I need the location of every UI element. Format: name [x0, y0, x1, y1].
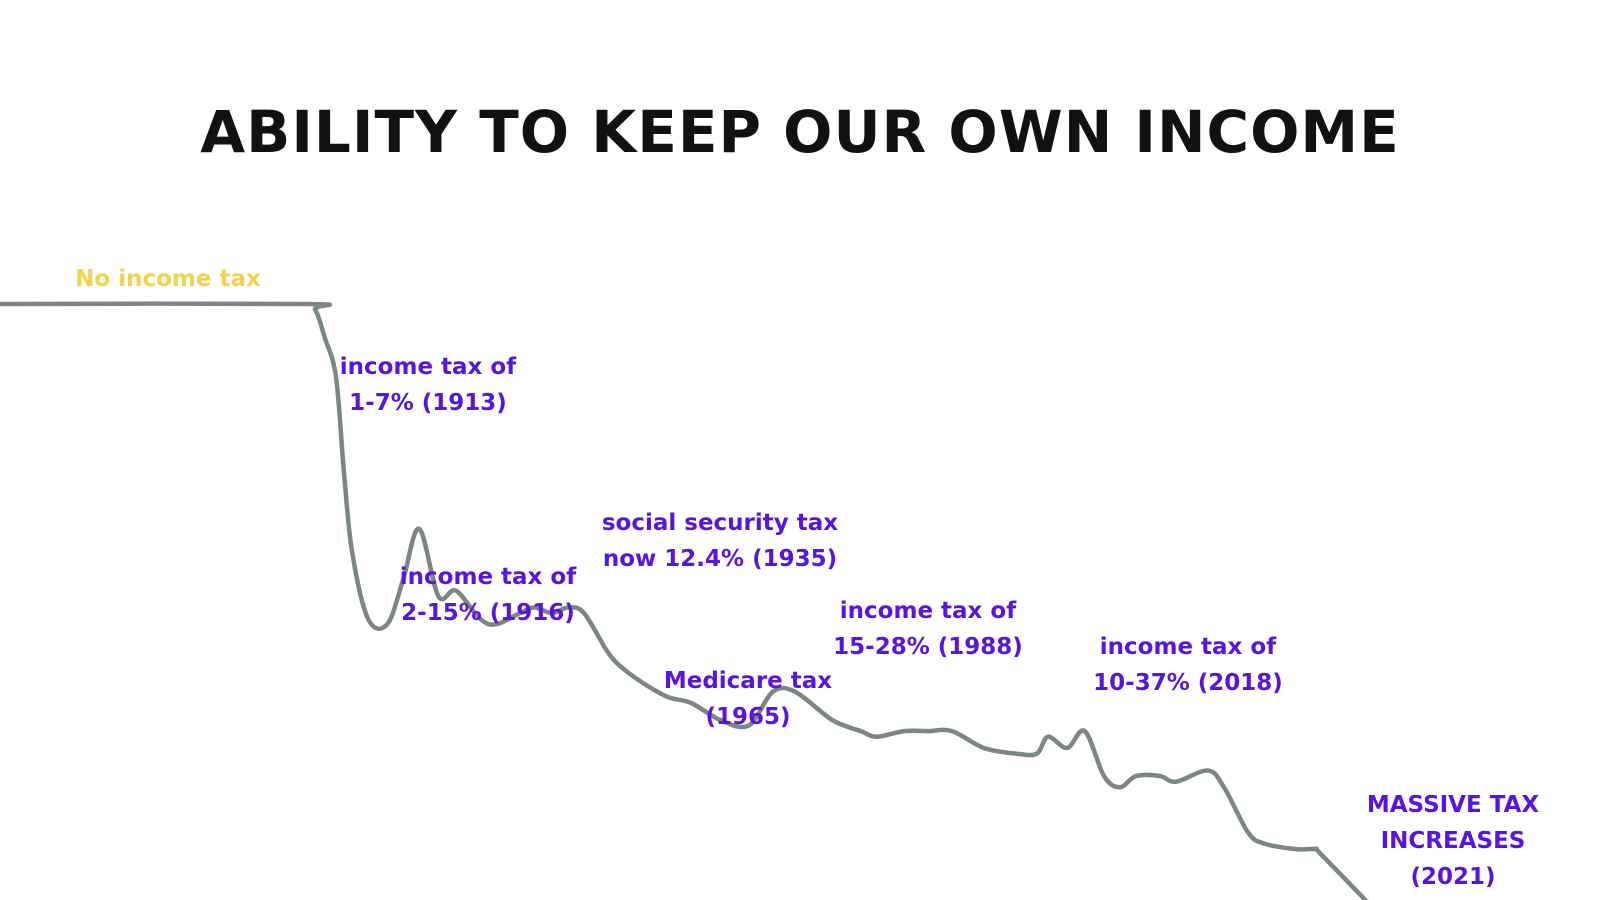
data-point-2	[313, 308, 317, 312]
annotation-1-line-1: 1-7% (1913)	[349, 390, 507, 416]
annotation-3: social security tax now 12.4% (1935)	[602, 510, 838, 572]
annotation-5-line-1: 15-28% (1988)	[833, 634, 1023, 660]
data-point-8	[385, 622, 389, 626]
annotation-7-line-2: (2021)	[1410, 864, 1495, 890]
annotation-2-line-0: income tax of	[400, 564, 577, 590]
data-point-3	[323, 336, 327, 340]
data-point-50	[1294, 847, 1298, 851]
data-point-29	[830, 718, 834, 722]
data-point-6	[350, 549, 354, 553]
annotation-6-line-0: income tax of	[1100, 634, 1277, 660]
data-point-5	[342, 471, 346, 475]
data-point-21	[622, 667, 626, 671]
annotation-3-line-0: social security tax	[602, 510, 838, 536]
data-point-43	[1134, 774, 1138, 778]
series-line-group	[0, 301, 1369, 900]
data-point-42	[1118, 785, 1122, 789]
annotation-3-line-1: now 12.4% (1935)	[603, 546, 837, 572]
data-point-38	[1046, 735, 1050, 739]
data-point-4	[334, 375, 338, 379]
data-point-40	[1083, 729, 1087, 733]
annotation-7-line-1: INCREASES	[1381, 828, 1526, 854]
annotation-6-line-1: 10-37% (2018)	[1093, 670, 1283, 696]
annotation-0-line-0: No income tax	[75, 266, 261, 292]
annotation-5-line-0: income tax of	[840, 598, 1017, 624]
data-point-37	[1035, 752, 1039, 756]
data-point-48	[1246, 830, 1250, 834]
data-point-33	[926, 729, 930, 733]
annotation-5: income tax of 15-28% (1988)	[833, 598, 1023, 660]
annotation-6: income tax of 10-37% (2018)	[1093, 634, 1283, 696]
annotation-4: Medicare tax (1965)	[664, 668, 832, 730]
data-point-19	[582, 611, 586, 615]
annotation-4-line-0: Medicare tax	[664, 668, 832, 694]
data-point-10	[417, 527, 421, 531]
chart-title: ABILITY TO KEEP OUR OWN INCOME	[200, 98, 1400, 166]
data-point-45	[1174, 780, 1178, 784]
data-point-47	[1222, 785, 1226, 789]
data-point-51	[1313, 847, 1317, 851]
data-point-35	[982, 746, 986, 750]
data-point-31	[875, 735, 879, 739]
data-point-7	[366, 617, 370, 621]
annotation-7-line-0: MASSIVE TAX	[1367, 792, 1540, 818]
annotation-7: MASSIVE TAX INCREASES (2021)	[1367, 792, 1540, 890]
data-point-20	[606, 650, 610, 654]
series-line	[0, 301, 1369, 900]
data-point-30	[859, 729, 863, 733]
data-point-49	[1262, 842, 1266, 846]
data-point-23	[667, 695, 671, 699]
data-point-52	[1320, 853, 1324, 857]
data-point-11	[436, 594, 440, 598]
annotation-1: income tax of 1-7% (1913)	[340, 354, 517, 416]
data-point-1	[302, 302, 306, 306]
data-point-39	[1065, 746, 1069, 750]
annotation-2-line-1: 2-15% (1916)	[401, 600, 575, 626]
data-point-36	[1014, 752, 1018, 756]
annotation-0: No income tax	[75, 266, 261, 292]
data-point-41	[1102, 774, 1106, 778]
data-point-22	[646, 684, 650, 688]
annotation-2: income tax of 2-15% (1916)	[400, 564, 577, 626]
data-points-group	[0, 302, 1378, 900]
data-point-32	[902, 729, 906, 733]
data-point-46	[1206, 769, 1210, 773]
data-point-34	[950, 729, 954, 733]
data-point-44	[1158, 774, 1162, 778]
data-point-24	[689, 701, 693, 705]
annotation-4-line-1: (1965)	[705, 704, 790, 730]
annotation-1-line-0: income tax of	[340, 354, 517, 380]
